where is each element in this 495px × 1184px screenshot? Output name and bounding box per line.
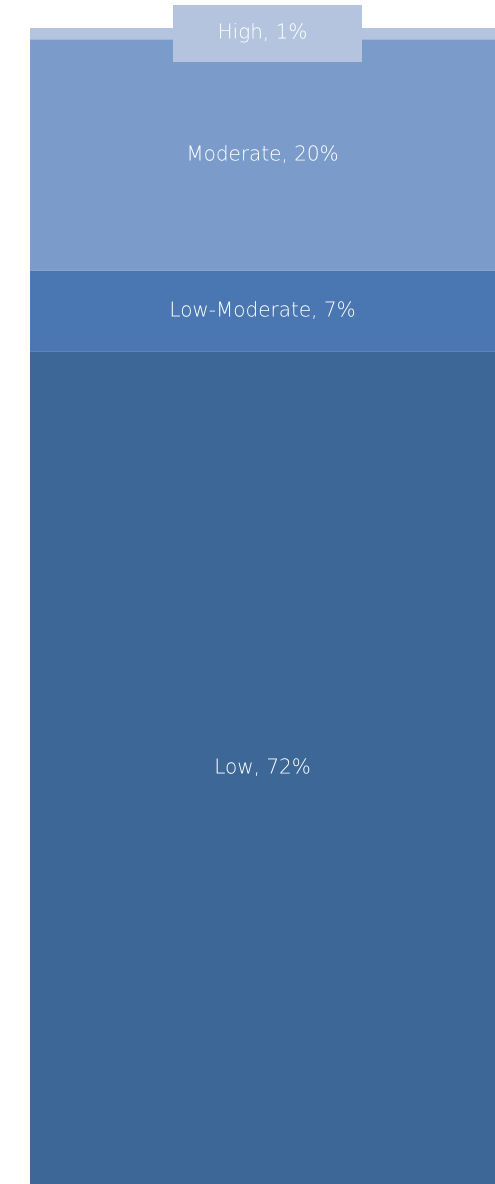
data-label: Low, 72% (214, 754, 311, 778)
data-label: Moderate, 20% (186, 142, 338, 166)
bar-segment (30, 351, 495, 1184)
bar-segment (30, 270, 495, 352)
bar-segment (30, 39, 495, 271)
data-label: High, 1% (218, 20, 308, 44)
label-box (173, 5, 362, 62)
data-label: Low-Moderate, 7% (169, 298, 355, 322)
